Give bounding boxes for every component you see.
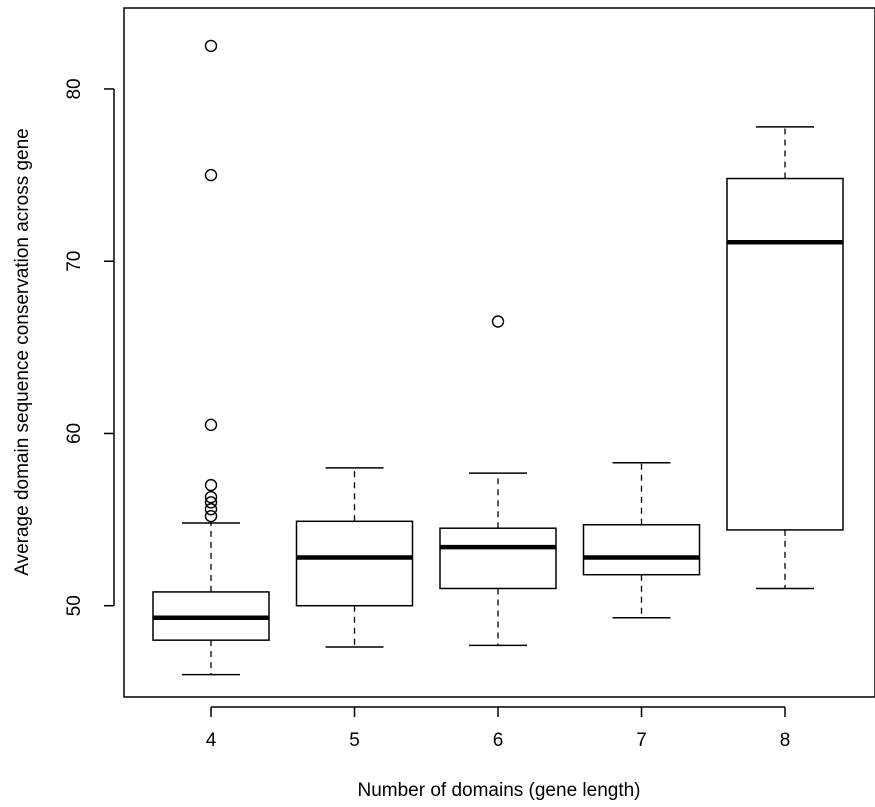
- boxes: [152, 39, 844, 676]
- x-tick-label: 6: [493, 730, 504, 751]
- y-tick-label: 60: [64, 423, 85, 444]
- iqr-box: [726, 177, 844, 531]
- box-7: [582, 461, 701, 619]
- box-4: [152, 39, 270, 676]
- outlier-point: [204, 496, 218, 509]
- outlier-point: [204, 509, 218, 523]
- x-axis-label: Number of domains (gene length): [357, 780, 640, 801]
- x-tick-label: 4: [206, 730, 217, 751]
- y-axis-label: Average domain sequence conservation acr…: [12, 128, 33, 576]
- x-tick-label: 8: [780, 730, 791, 751]
- box-6: [439, 315, 557, 647]
- plot-frame: [123, 7, 875, 698]
- iqr-box: [439, 527, 557, 590]
- box-8: [726, 126, 844, 590]
- x-tick-label: 7: [636, 730, 647, 751]
- outlier-point: [204, 503, 218, 516]
- y-tick-label: 80: [64, 78, 85, 99]
- box-5: [295, 467, 414, 648]
- outlier-point: [204, 478, 218, 492]
- outlier-point: [204, 418, 218, 432]
- y-tick-label: 70: [64, 251, 85, 272]
- outlier-point: [204, 39, 218, 53]
- iqr-box: [582, 524, 701, 576]
- iqr-box: [295, 520, 414, 607]
- y-tick-label: 50: [64, 595, 85, 616]
- outlier-point: [491, 315, 505, 328]
- y-axis: 50 60 70 80: [64, 78, 115, 616]
- outlier-point: [204, 168, 218, 182]
- x-axis: 4 5 6 7 8: [206, 706, 791, 751]
- x-tick-label: 5: [349, 730, 360, 751]
- outlier-point: [204, 490, 218, 504]
